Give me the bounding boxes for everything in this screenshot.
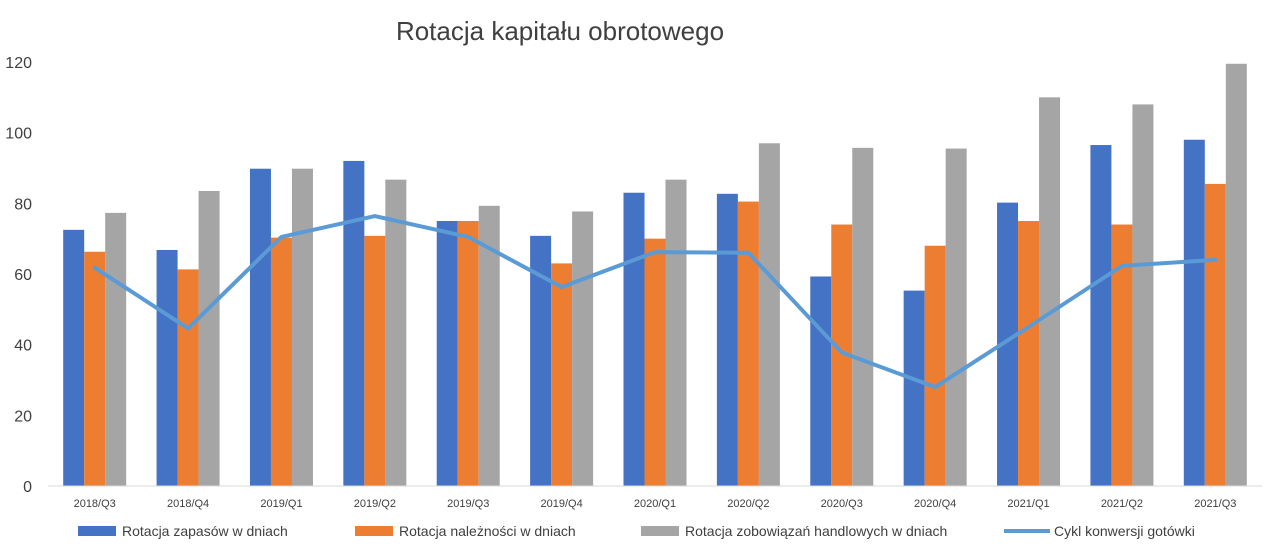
bar-receivables xyxy=(1018,221,1040,486)
legend-label: Rotacja zapasów w dniach xyxy=(122,523,288,539)
legend-label: Rotacja należności w dniach xyxy=(399,523,576,539)
bar-receivables xyxy=(270,237,292,486)
x-tick-label: 2020/Q4 xyxy=(914,498,956,510)
x-tick-label: 2020/Q3 xyxy=(821,498,863,510)
bar-inventory xyxy=(903,290,925,486)
y-tick-label: 20 xyxy=(14,408,32,425)
x-tick-label: 2018/Q3 xyxy=(74,498,116,510)
bar-payables xyxy=(945,148,967,487)
bar-payables xyxy=(572,211,594,486)
bar-receivables xyxy=(737,201,759,487)
bar-receivables xyxy=(831,224,853,487)
bar-inventory xyxy=(343,160,365,486)
bar-inventory xyxy=(1183,139,1205,486)
y-tick-label: 0 xyxy=(23,479,32,496)
bar-inventory xyxy=(810,276,832,486)
legend-swatch xyxy=(641,526,679,536)
x-tick-label: 2021/Q3 xyxy=(1194,498,1236,510)
bar-inventory xyxy=(249,168,271,486)
x-tick-label: 2021/Q1 xyxy=(1007,498,1049,510)
bar-payables xyxy=(198,190,220,486)
bar-payables xyxy=(1039,97,1061,486)
x-tick-label: 2020/Q2 xyxy=(727,498,769,510)
bar-payables xyxy=(385,179,407,486)
bar-payables xyxy=(478,205,500,486)
y-axis: 0 20 40 60 80 100 120 xyxy=(5,55,32,496)
cash-cycle-line xyxy=(92,214,1218,390)
x-tick-label: 2020/Q1 xyxy=(634,498,676,510)
cash-cycle-series-line xyxy=(92,214,1218,390)
legend-label: Rotacja zobowiązań handlowych w dniach xyxy=(685,523,947,539)
bar-payables xyxy=(1225,63,1247,487)
bar-inventory xyxy=(997,202,1019,487)
x-tick-label: 2019/Q4 xyxy=(541,498,583,510)
bars xyxy=(63,63,1247,487)
chart-title: Rotacja kapitału obrotowego xyxy=(396,16,724,46)
y-tick-label: 120 xyxy=(5,55,32,72)
x-tick-label: 2019/Q2 xyxy=(354,498,396,510)
y-tick-label: 60 xyxy=(14,267,32,284)
bar-inventory xyxy=(1090,145,1112,487)
x-tick-label: 2018/Q4 xyxy=(167,498,209,510)
bar-receivables xyxy=(457,221,479,486)
bar-receivables xyxy=(177,269,199,486)
bar-receivables xyxy=(551,263,573,486)
bar-payables xyxy=(852,147,874,487)
legend: Rotacja zapasów w dniach Rotacja należnoś… xyxy=(78,523,1195,539)
legend-swatch xyxy=(78,526,116,536)
bar-receivables xyxy=(84,251,106,486)
bar-inventory xyxy=(716,193,738,486)
bar-payables xyxy=(665,179,687,486)
bar-payables xyxy=(1132,104,1154,487)
bar-inventory xyxy=(156,249,178,486)
y-tick-label: 40 xyxy=(14,338,32,355)
bar-receivables xyxy=(364,235,386,486)
bar-payables xyxy=(105,212,127,486)
y-tick-label: 80 xyxy=(14,196,32,213)
bar-receivables xyxy=(1111,224,1133,487)
x-axis: 2018/Q3 2018/Q4 2019/Q1 2019/Q2 2019/Q3 2019/… xyxy=(74,498,1237,510)
bar-payables xyxy=(291,168,313,486)
x-tick-label: 2021/Q2 xyxy=(1101,498,1143,510)
bar-receivables xyxy=(924,245,946,486)
legend-swatch xyxy=(355,526,393,536)
x-tick-label: 2019/Q1 xyxy=(260,498,302,510)
bar-inventory xyxy=(530,235,552,486)
bar-inventory xyxy=(63,229,85,487)
legend-label: Cykl konwersji gotówki xyxy=(1054,523,1195,539)
x-tick-label: 2019/Q3 xyxy=(447,498,489,510)
bar-payables xyxy=(758,143,780,486)
bar-inventory xyxy=(436,221,458,486)
bar-inventory xyxy=(623,192,645,486)
bar-receivables xyxy=(644,238,666,486)
y-tick-label: 100 xyxy=(5,126,32,143)
bar-receivables xyxy=(1204,183,1226,486)
